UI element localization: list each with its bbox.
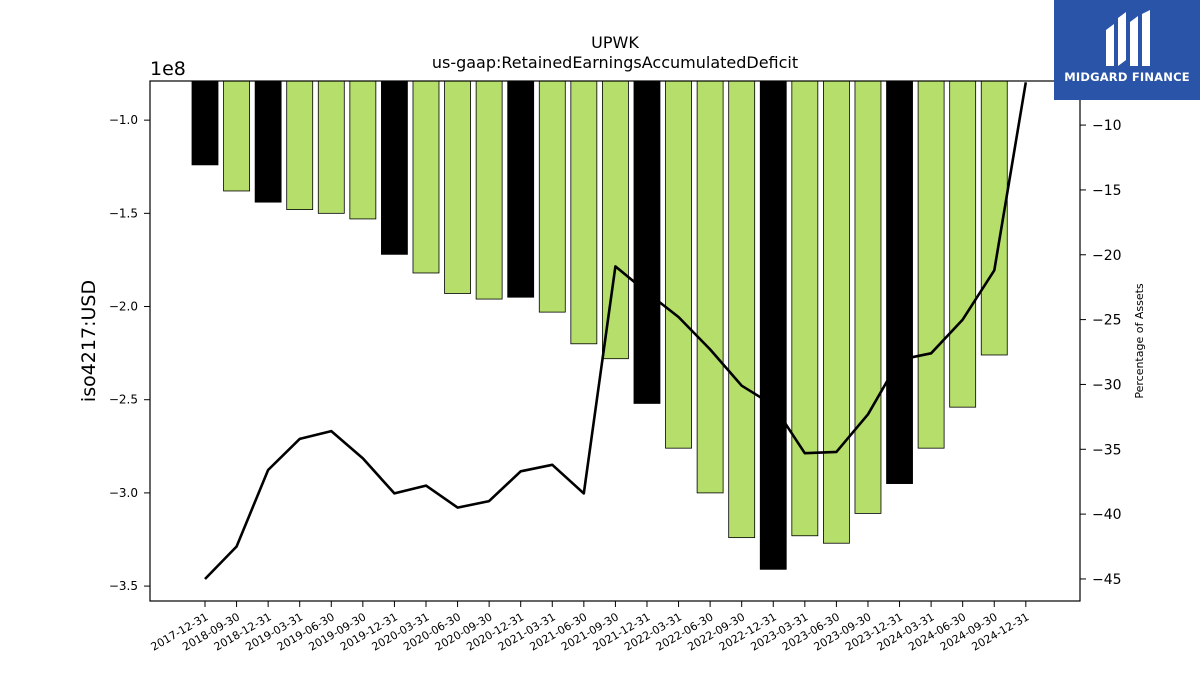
bar-2020-12-31 xyxy=(507,80,535,298)
percentage-of-assets-line xyxy=(204,82,1028,580)
y-offset-label: 1e8 xyxy=(150,58,186,80)
bar-2022-09-30 xyxy=(728,80,756,539)
y-tick-label: −3.5 xyxy=(109,579,138,593)
bars-layer xyxy=(191,80,1008,570)
bar-2021-06-30 xyxy=(570,80,598,345)
bar-2019-12-31 xyxy=(381,80,408,255)
bar-2023-03-31 xyxy=(791,80,819,537)
y-tick-label: −1.0 xyxy=(109,113,138,127)
y2-tick-label: −25 xyxy=(1092,313,1122,329)
bar-2018-09-30 xyxy=(223,80,250,192)
bar-2023-09-30 xyxy=(854,80,882,514)
bar-2021-09-30 xyxy=(602,80,629,360)
line-layer xyxy=(204,82,1028,580)
chart-subtitle: us-gaap:RetainedEarningsAccumulatedDefic… xyxy=(432,53,798,72)
bar-2017-12-31 xyxy=(191,80,219,166)
y2-axis-label: Percentage of Assets xyxy=(1133,283,1146,399)
y-tick-label: −2.0 xyxy=(109,300,138,314)
y-axis-label: iso4217:USD xyxy=(78,280,100,402)
bar-2023-12-31 xyxy=(886,80,913,484)
bar-2021-03-31 xyxy=(538,80,566,313)
midgard-logo-icon xyxy=(1106,10,1150,66)
y2-tick-label: −20 xyxy=(1092,248,1122,264)
bar-2020-09-30 xyxy=(475,80,503,300)
y2-tick-label: −35 xyxy=(1092,442,1122,458)
chart-title: UPWK xyxy=(591,33,639,52)
y-tick-label: −1.5 xyxy=(109,206,138,220)
bar-2019-03-31 xyxy=(286,80,314,211)
y-tick-label: −2.5 xyxy=(109,393,138,407)
y2-tick-label: −10 xyxy=(1092,118,1122,134)
bar-2019-09-30 xyxy=(349,80,377,220)
bar-2019-06-30 xyxy=(317,80,345,214)
bar-2024-06-30 xyxy=(949,80,977,408)
bar-2022-12-31 xyxy=(759,80,787,570)
y2-tick-label: −45 xyxy=(1092,572,1122,588)
plot-frame xyxy=(149,80,1081,602)
bar-2024-03-31 xyxy=(917,80,945,449)
y2-tick-label: −40 xyxy=(1092,507,1122,523)
bar-2023-06-30 xyxy=(823,80,850,544)
y2-tick-label: −15 xyxy=(1092,183,1122,199)
logo-text: MIDGARD FINANCE xyxy=(1064,70,1190,84)
y-tick-label: −3.0 xyxy=(109,486,138,500)
bar-2018-12-31 xyxy=(254,80,282,203)
bar-2021-12-31 xyxy=(633,80,661,404)
bar-2022-06-30 xyxy=(696,80,724,494)
y2-tick-label: −30 xyxy=(1092,377,1122,393)
bar-2020-03-31 xyxy=(412,80,440,274)
bar-2022-03-31 xyxy=(665,80,692,449)
midgard-finance-logo: MIDGARD FINANCE xyxy=(1054,0,1200,100)
bar-2020-06-30 xyxy=(444,80,471,294)
